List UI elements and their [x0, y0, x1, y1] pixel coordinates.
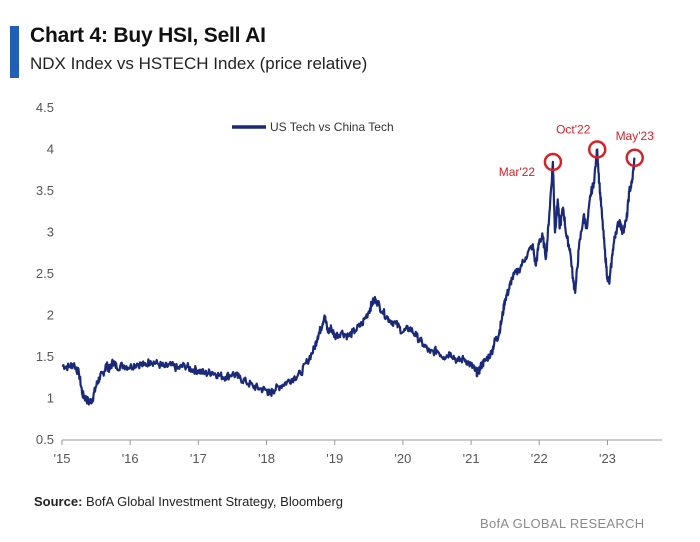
chart-subtitle: NDX Index vs HSTECH Index (price relativ… [30, 54, 368, 73]
series-line-us-vs-china-tech [61, 148, 636, 406]
x-tick-label: '23 [599, 451, 616, 466]
annotation-label: Mar'22 [499, 165, 536, 179]
chart-title: Chart 4: Buy HSI, Sell AI [30, 24, 266, 47]
annotation-circle [625, 148, 644, 168]
annotation-circle [587, 140, 607, 159]
brand-footer: BofA GLOBAL RESEARCH [480, 516, 645, 531]
y-tick-label: 0.5 [36, 432, 54, 447]
source-text: BofA Global Investment Strategy, Bloombe… [82, 494, 344, 509]
annotation-circle [543, 152, 563, 172]
annotation-label: May'23 [616, 129, 655, 143]
x-tick-label: '15 [54, 451, 71, 466]
y-tick-label: 3.5 [36, 183, 54, 198]
x-tick-label: '18 [258, 451, 275, 466]
title-accent-bar [10, 26, 19, 78]
y-tick-label: 3 [47, 225, 54, 240]
y-tick-label: 4.5 [36, 100, 54, 115]
y-tick-label: 1 [47, 391, 54, 406]
legend-label: US Tech vs China Tech [270, 120, 394, 134]
y-tick-label: 2.5 [36, 266, 54, 281]
source-note: Source: BofA Global Investment Strategy,… [34, 494, 343, 509]
x-tick-label: '16 [122, 451, 139, 466]
x-tick-label: '17 [190, 451, 207, 466]
y-tick-label: 4 [47, 142, 54, 157]
annotation-label: Oct'22 [556, 123, 591, 137]
x-tick-label: '19 [326, 451, 343, 466]
y-tick-label: 1.5 [36, 349, 54, 364]
x-tick-label: '22 [531, 451, 548, 466]
source-label: Source: [34, 494, 83, 509]
x-tick-label: '20 [394, 451, 411, 466]
y-tick-label: 2 [47, 308, 54, 323]
x-tick-label: '21 [463, 451, 480, 466]
